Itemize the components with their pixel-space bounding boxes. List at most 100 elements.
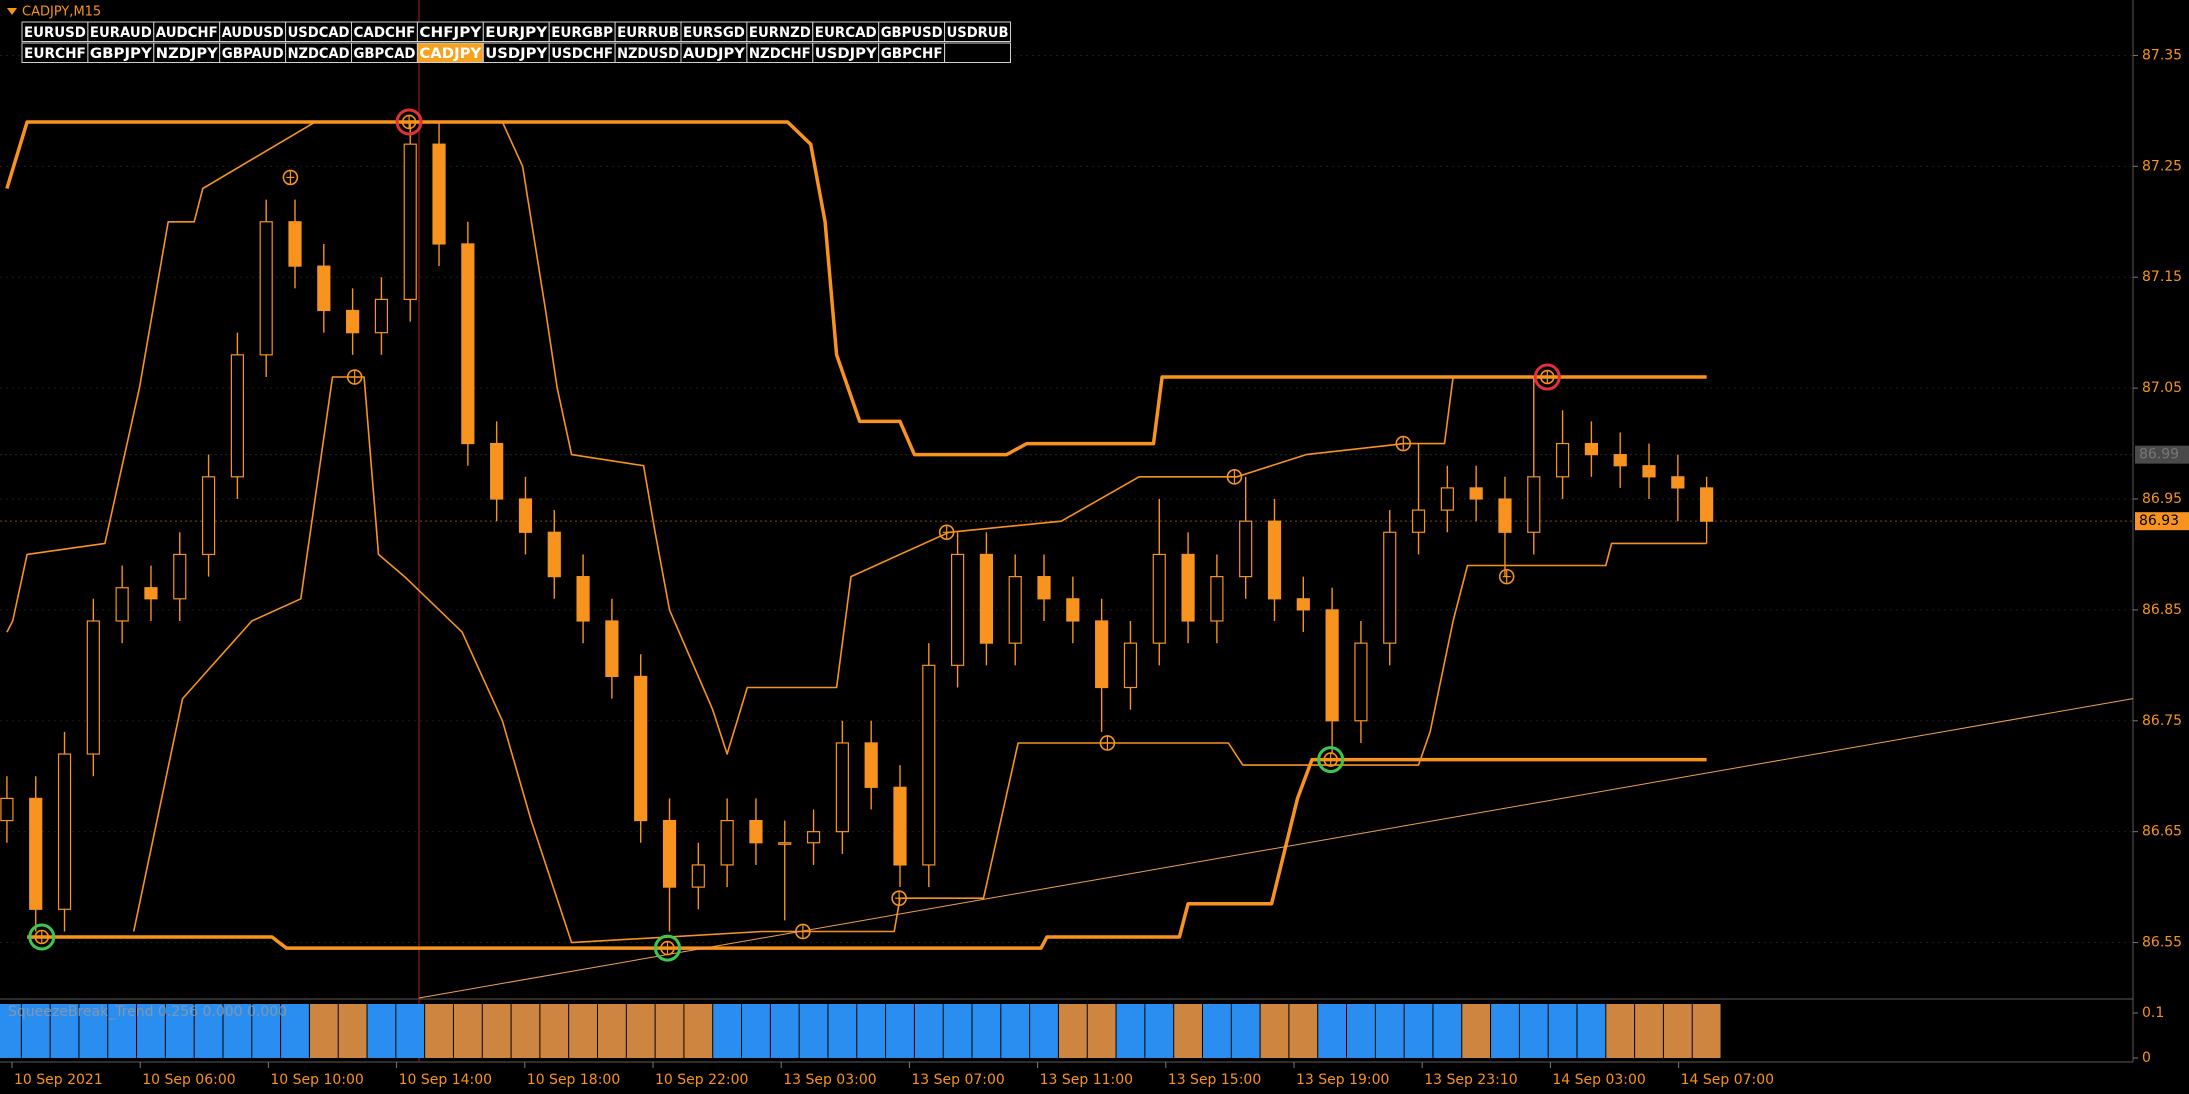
candle-body xyxy=(259,221,273,356)
symbol-button-label[interactable]: EURGBP xyxy=(551,25,613,41)
indicator-bar xyxy=(857,1004,886,1058)
symbol-button-label[interactable]: EURJPY xyxy=(485,25,548,41)
signal-marker xyxy=(891,890,907,907)
indicator-bar xyxy=(453,1004,482,1058)
signal-marker xyxy=(938,524,955,541)
indicator-bar xyxy=(1491,1004,1519,1058)
candle-body xyxy=(1642,465,1656,478)
indicator-name: SqueezeBreak_Trend 0.256 0.000 0.000 xyxy=(8,1004,287,1020)
chart-title: CADJPY,M15 xyxy=(22,5,101,20)
symbol-button-label[interactable]: GBPCHF xyxy=(881,46,943,62)
menu-arrow[interactable] xyxy=(7,8,17,15)
indicator-bar xyxy=(1347,1004,1375,1058)
symbol-button-label[interactable]: USDCHF xyxy=(551,46,613,62)
signal-marker xyxy=(282,169,299,186)
x-tick-label: 13 Sep 07:00 xyxy=(911,1072,1004,1088)
symbol-button-label[interactable]: EURRUB xyxy=(617,25,679,41)
indicator-bar xyxy=(799,1004,828,1058)
symbol-button-label[interactable]: EURAUD xyxy=(90,25,152,41)
indicator-bar xyxy=(626,1004,655,1058)
symbol-button-label[interactable]: EURUSD xyxy=(24,25,86,41)
symbol-button-label[interactable]: USDJPY xyxy=(815,46,878,62)
symbol-button-label[interactable]: USDRUB xyxy=(947,25,1009,41)
symbol-button-label[interactable]: CHFJPY xyxy=(419,25,482,41)
candle-body xyxy=(1152,553,1166,644)
candle-body xyxy=(173,553,187,600)
indicator-bar xyxy=(684,1004,713,1058)
symbol-button-label[interactable]: USDJPY xyxy=(485,46,548,62)
symbol-button[interactable] xyxy=(944,42,1011,63)
candle-body xyxy=(1527,476,1541,533)
x-tick-label: 13 Sep 19:00 xyxy=(1296,1072,1389,1088)
symbol-button-label[interactable]: USDCAD xyxy=(288,25,350,41)
candle-body xyxy=(662,819,677,888)
symbol-button-label[interactable]: CADJPY xyxy=(419,46,482,62)
indicator-bar xyxy=(482,1004,511,1058)
indicator-bar xyxy=(1116,1004,1145,1058)
indicator-bar xyxy=(338,1004,367,1058)
symbol-button-label[interactable]: AUDJPY xyxy=(683,46,746,62)
candle-body xyxy=(1210,576,1224,622)
indicator-bar xyxy=(1519,1004,1548,1058)
symbol-button-label[interactable]: AUDCHF xyxy=(156,25,218,41)
symbol-button-label[interactable]: GBPUSD xyxy=(881,25,943,41)
symbol-button-label[interactable]: GBPJPY xyxy=(90,46,153,62)
channel-line xyxy=(27,757,1707,950)
indicator-bar xyxy=(828,1004,857,1058)
candle-body xyxy=(86,620,100,755)
symbol-button-label[interactable]: NZDJPY xyxy=(156,46,219,62)
signal-marker xyxy=(395,108,423,136)
indicator-bar xyxy=(540,1004,569,1058)
x-tick-label: 10 Sep 14:00 xyxy=(399,1072,492,1088)
indicator-bar xyxy=(1663,1004,1692,1058)
symbol-button-label[interactable]: EURNZD xyxy=(749,25,811,41)
symbol-button-label[interactable]: EURSGD xyxy=(683,25,745,41)
symbol-button-label[interactable]: AUDUSD xyxy=(222,25,284,41)
signal-marker xyxy=(1395,435,1412,452)
indicator-bar xyxy=(1635,1004,1663,1058)
price-label: 86.93 xyxy=(2139,513,2179,529)
y-tick-label: 87.15 xyxy=(2142,269,2182,285)
candle-body xyxy=(634,675,648,822)
symbol-button-label[interactable]: CADCHF xyxy=(354,25,416,41)
indicator-bar xyxy=(511,1004,540,1058)
candle-body xyxy=(720,819,734,866)
y-tick-label: 87.05 xyxy=(2142,380,2182,396)
symbol-button-label[interactable]: NZDCHF xyxy=(749,46,811,62)
symbol-button-label[interactable]: NZDUSD xyxy=(617,46,679,62)
candle-body xyxy=(1700,487,1714,522)
indicator-bar xyxy=(1202,1004,1231,1058)
symbol-button-label[interactable]: GBPCAD xyxy=(354,46,416,62)
indicator-bar xyxy=(1058,1004,1087,1058)
candle-body xyxy=(1469,487,1483,500)
indicator-bar xyxy=(1231,1004,1260,1058)
symbol-button-label[interactable]: NZDCAD xyxy=(288,46,350,62)
indicator-bar xyxy=(1087,1004,1116,1058)
candle-body xyxy=(1325,609,1339,722)
signal-marker xyxy=(346,369,363,385)
symbol-button[interactable] xyxy=(944,21,1011,42)
indicator-bar xyxy=(1462,1004,1491,1058)
symbol-button-label[interactable]: EURCHF xyxy=(24,46,86,62)
indicator-bar xyxy=(108,1004,137,1058)
candle-body xyxy=(490,442,504,500)
symbol-button-label[interactable]: EURCAD xyxy=(815,25,877,41)
candle-body xyxy=(922,664,936,866)
signal-marker xyxy=(1226,469,1243,485)
candle-body xyxy=(461,243,475,445)
indicator-bar xyxy=(309,1004,338,1058)
indicator-bar xyxy=(194,1004,223,1058)
x-tick-label: 14 Sep 03:00 xyxy=(1552,1072,1645,1088)
signal-marker xyxy=(28,923,56,951)
symbol-button-label[interactable]: GBPAUD xyxy=(222,46,284,62)
y-tick-label: 86.75 xyxy=(2142,713,2182,729)
candle-body xyxy=(1584,442,1598,456)
candle-body xyxy=(778,842,792,845)
candle-body xyxy=(230,354,244,478)
signal-marker xyxy=(1533,363,1561,391)
indicator-bar xyxy=(1174,1004,1202,1058)
indicator-bar xyxy=(1433,1004,1462,1058)
indicator-bar xyxy=(252,1004,281,1058)
candle-body xyxy=(374,298,389,334)
